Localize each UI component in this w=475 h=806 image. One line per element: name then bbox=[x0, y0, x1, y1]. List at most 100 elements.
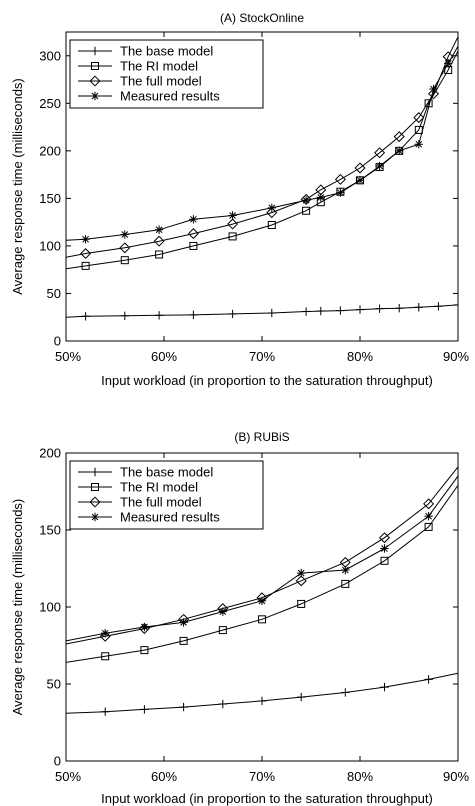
data-point-asterisk bbox=[301, 196, 311, 205]
data-point-square bbox=[302, 206, 311, 215]
legend-label: The base model bbox=[120, 465, 213, 480]
data-point-square bbox=[341, 579, 350, 588]
data-point-diamond bbox=[266, 207, 278, 219]
data-point-asterisk bbox=[341, 565, 350, 575]
data-point-plus bbox=[424, 675, 433, 684]
y-axis-label: Average response time (milliseconds) bbox=[10, 499, 25, 716]
data-point-plus bbox=[336, 306, 345, 315]
data-point-square bbox=[267, 221, 276, 230]
data-point-plus bbox=[380, 682, 389, 692]
legend-label: The full model bbox=[120, 74, 202, 89]
y-tick-label: 200 bbox=[39, 446, 61, 461]
data-point-asterisk bbox=[257, 596, 267, 606]
data-point-asterisk bbox=[81, 235, 90, 244]
data-point-asterisk bbox=[140, 622, 149, 632]
data-point-asterisk bbox=[101, 628, 110, 638]
data-point-asterisk bbox=[267, 203, 276, 213]
data-point-plus bbox=[267, 308, 276, 318]
y-tick-label: 50 bbox=[47, 286, 61, 301]
data-point-asterisk bbox=[189, 215, 198, 224]
data-point-diamond bbox=[227, 218, 239, 230]
series-line-square bbox=[66, 485, 458, 663]
data-point-asterisk bbox=[218, 607, 227, 616]
data-point-diamond bbox=[423, 498, 435, 510]
data-point-diamond bbox=[99, 630, 111, 642]
data-point-plus bbox=[414, 303, 423, 312]
data-point-asterisk bbox=[336, 188, 345, 197]
data-point-square bbox=[140, 646, 149, 655]
data-point-asterisk bbox=[355, 176, 365, 185]
legend-label: The base model bbox=[120, 44, 213, 59]
series-line-square bbox=[66, 50, 458, 270]
data-point-square bbox=[297, 599, 306, 608]
legend-marker-diamond bbox=[89, 75, 101, 87]
data-point-plus bbox=[120, 311, 129, 321]
y-tick-label: 100 bbox=[39, 600, 61, 615]
data-point-asterisk bbox=[120, 230, 129, 239]
data-point-asterisk bbox=[316, 193, 325, 202]
data-point-square bbox=[380, 556, 389, 565]
data-point-asterisk bbox=[179, 618, 188, 627]
data-point-diamond bbox=[427, 88, 440, 100]
legend-label: Measured results bbox=[120, 89, 220, 104]
x-tick-label: 90% bbox=[443, 349, 469, 364]
data-point-square bbox=[218, 626, 227, 635]
legend-marker-diamond bbox=[89, 496, 101, 508]
data-point-square bbox=[101, 652, 110, 661]
data-point-square bbox=[258, 615, 266, 624]
data-point-plus bbox=[301, 307, 311, 316]
x-tick-label: 50% bbox=[55, 349, 81, 364]
data-point-square bbox=[81, 261, 90, 270]
data-point-asterisk bbox=[395, 146, 404, 156]
x-tick-label: 60% bbox=[151, 769, 177, 784]
x-tick-label: 60% bbox=[151, 349, 177, 364]
data-point-diamond bbox=[334, 173, 346, 185]
data-point-asterisk bbox=[444, 59, 453, 68]
data-point-asterisk bbox=[375, 161, 384, 171]
data-point-square bbox=[155, 250, 164, 259]
data-point-diamond bbox=[80, 248, 92, 260]
data-point-diamond bbox=[413, 112, 425, 124]
data-point-square bbox=[179, 636, 188, 645]
y-tick-label: 150 bbox=[39, 523, 61, 538]
data-point-plus bbox=[453, 300, 458, 310]
legend-marker-square bbox=[91, 62, 99, 70]
y-tick-label: 0 bbox=[54, 754, 61, 769]
y-tick-label: 0 bbox=[54, 334, 61, 349]
data-point-plus bbox=[101, 707, 110, 716]
y-axis-label: Average response time (milliseconds) bbox=[10, 78, 25, 295]
data-point-asterisk bbox=[228, 211, 237, 220]
data-point-square bbox=[189, 241, 198, 250]
data-point-square bbox=[228, 232, 237, 241]
data-point-plus bbox=[179, 702, 188, 712]
data-point-plus bbox=[341, 688, 350, 697]
data-point-plus bbox=[355, 305, 365, 314]
legend-marker-plus bbox=[90, 46, 100, 56]
data-point-plus bbox=[81, 312, 90, 321]
data-point-plus bbox=[297, 692, 306, 702]
x-tick-label: 80% bbox=[347, 349, 373, 364]
data-point-asterisk bbox=[297, 568, 306, 578]
data-point-asterisk bbox=[429, 84, 438, 94]
data-point-plus bbox=[189, 310, 198, 320]
data-point-plus bbox=[228, 309, 237, 319]
chart-rubis: (B) RUBiS 50% 60% 70% 80% 90% 0 50 100 150 200 Inpu… bbox=[10, 430, 469, 806]
plot-area bbox=[66, 36, 458, 321]
series-line-diamond bbox=[66, 36, 458, 258]
data-point-plus bbox=[395, 303, 404, 313]
data-point-square bbox=[424, 522, 433, 531]
data-point-square bbox=[120, 256, 129, 265]
data-point-plus bbox=[154, 311, 164, 320]
x-tick-label: 70% bbox=[249, 349, 275, 364]
legend-marker-asterisk bbox=[90, 91, 100, 101]
x-axis-label: Input workload (in proportion to the sat… bbox=[101, 791, 433, 806]
x-tick-label: 90% bbox=[443, 769, 469, 784]
data-point-plus bbox=[257, 696, 267, 706]
data-point-diamond bbox=[354, 162, 366, 174]
series-line-plus bbox=[66, 304, 458, 318]
data-point-plus bbox=[375, 304, 384, 313]
x-axis-label: Input workload (in proportion to the sat… bbox=[101, 373, 433, 388]
data-point-asterisk bbox=[424, 511, 433, 521]
